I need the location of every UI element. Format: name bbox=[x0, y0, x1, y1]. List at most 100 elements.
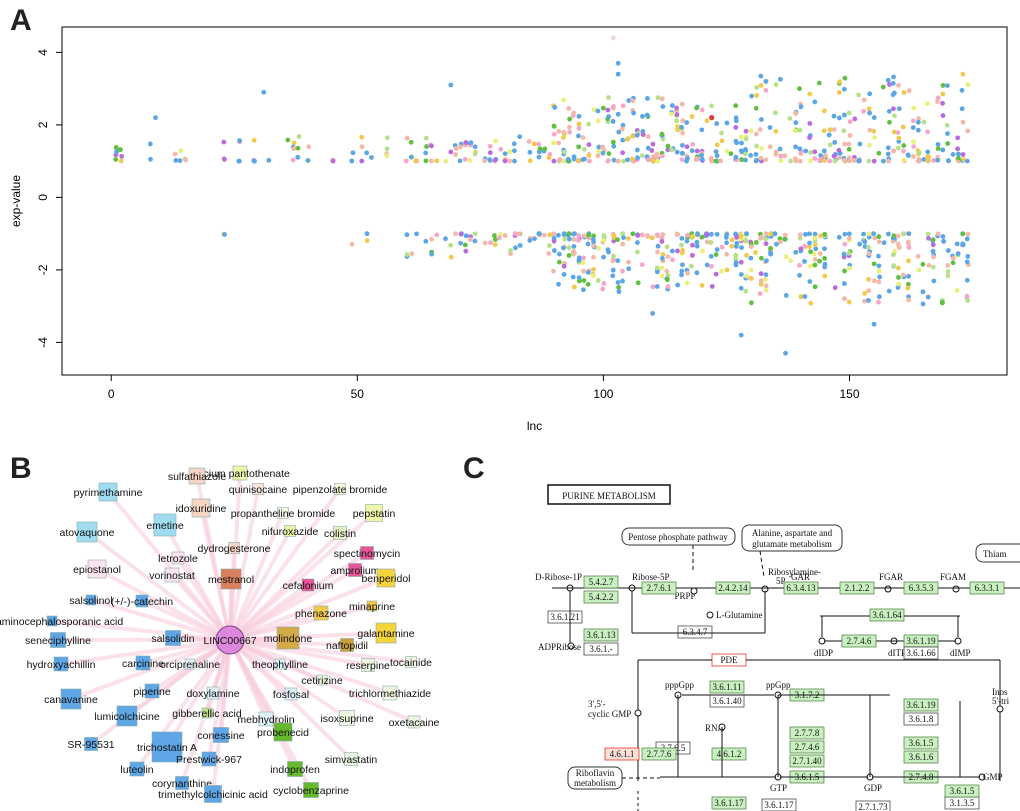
data-point bbox=[576, 275, 582, 281]
data-point bbox=[728, 151, 734, 157]
map-label-riboflavin: Riboflavin bbox=[576, 768, 615, 778]
data-point bbox=[846, 299, 852, 305]
data-point bbox=[605, 247, 611, 253]
data-point bbox=[693, 157, 699, 163]
data-point bbox=[566, 253, 572, 258]
data-point bbox=[700, 234, 705, 240]
data-point bbox=[404, 135, 410, 141]
data-point bbox=[866, 158, 872, 164]
network-edge bbox=[60, 638, 231, 666]
drug-node bbox=[165, 630, 181, 646]
data-point bbox=[876, 150, 882, 156]
data-point bbox=[783, 254, 789, 260]
data-point bbox=[831, 113, 837, 119]
data-point bbox=[832, 158, 838, 164]
data-point bbox=[423, 150, 429, 156]
x-axis-label: lnc bbox=[527, 419, 542, 433]
data-point bbox=[601, 238, 607, 244]
compound-node bbox=[706, 611, 714, 619]
kegg-label: 3',5'- bbox=[588, 699, 606, 709]
drug-node bbox=[46, 615, 58, 627]
data-point bbox=[580, 260, 586, 266]
drug-label: oxetacaine bbox=[389, 717, 440, 729]
drug-node bbox=[303, 782, 319, 798]
network-edge bbox=[229, 638, 412, 664]
data-point bbox=[408, 139, 414, 145]
drug-node bbox=[76, 521, 98, 543]
data-point bbox=[797, 272, 802, 278]
data-point bbox=[964, 259, 970, 265]
data-point bbox=[885, 145, 891, 151]
data-point bbox=[581, 268, 587, 274]
data-point bbox=[615, 280, 621, 285]
data-point bbox=[595, 153, 601, 159]
data-point bbox=[757, 291, 763, 296]
data-point bbox=[708, 231, 714, 237]
data-point bbox=[492, 233, 497, 238]
data-point bbox=[871, 115, 877, 120]
data-point bbox=[629, 156, 635, 162]
enzyme-box bbox=[903, 712, 939, 726]
data-point bbox=[536, 141, 542, 147]
enzyme-box bbox=[677, 625, 713, 639]
data-point bbox=[429, 236, 435, 242]
data-point bbox=[526, 139, 532, 144]
data-point bbox=[576, 113, 582, 119]
drug-node bbox=[301, 578, 315, 592]
data-point bbox=[767, 125, 773, 130]
data-point bbox=[733, 252, 739, 258]
data-point bbox=[650, 284, 656, 290]
data-point bbox=[591, 254, 596, 260]
data-point bbox=[763, 241, 769, 247]
data-point bbox=[822, 108, 827, 114]
enzyme-label: 6.3.4.13 bbox=[786, 583, 816, 593]
data-point bbox=[620, 137, 626, 143]
data-point bbox=[851, 158, 857, 163]
data-point bbox=[699, 127, 705, 133]
drug-node bbox=[405, 656, 417, 668]
data-point bbox=[644, 233, 650, 239]
data-point bbox=[738, 134, 744, 140]
data-point bbox=[812, 99, 818, 105]
map-label-thiamine: Thiam bbox=[983, 549, 1007, 559]
data-point bbox=[955, 251, 961, 256]
data-point bbox=[532, 236, 537, 242]
data-point bbox=[802, 294, 808, 299]
data-point bbox=[767, 144, 773, 150]
data-point bbox=[458, 231, 464, 237]
drug-node bbox=[340, 638, 354, 652]
data-point bbox=[866, 298, 871, 303]
data-point bbox=[807, 240, 812, 246]
drug-node bbox=[258, 711, 274, 727]
drug-label: SR-95531 bbox=[67, 739, 114, 751]
data-point bbox=[763, 272, 769, 278]
data-point bbox=[581, 255, 586, 261]
data-point bbox=[836, 234, 842, 240]
data-point bbox=[821, 128, 827, 134]
drug-label: calcium pantothenate bbox=[190, 468, 290, 480]
drug-label: theophylline bbox=[252, 659, 308, 671]
drug-label: amprolium bbox=[330, 565, 379, 577]
data-point bbox=[738, 272, 744, 277]
map-label-pentose: Pentose phosphate pathway bbox=[628, 532, 728, 542]
drug-label: trichlormethiazide bbox=[349, 688, 431, 700]
data-point bbox=[290, 157, 296, 163]
data-point bbox=[183, 157, 189, 163]
data-point bbox=[758, 271, 764, 277]
data-point bbox=[768, 231, 774, 237]
enzyme-label: 2.7.1.40 bbox=[792, 756, 822, 766]
data-point bbox=[836, 155, 842, 161]
data-point bbox=[946, 158, 951, 163]
data-point bbox=[743, 151, 748, 157]
data-point bbox=[818, 233, 823, 239]
data-point bbox=[562, 236, 568, 242]
drug-label: reserpine bbox=[346, 660, 390, 672]
data-point bbox=[940, 147, 946, 153]
enzyme-label: 3.6.1.19 bbox=[906, 700, 936, 710]
data-point bbox=[832, 140, 838, 145]
kegg-label: 5P bbox=[776, 576, 786, 586]
data-point bbox=[836, 90, 842, 95]
data-point bbox=[783, 293, 789, 298]
data-point bbox=[221, 139, 227, 145]
data-point bbox=[709, 103, 714, 109]
